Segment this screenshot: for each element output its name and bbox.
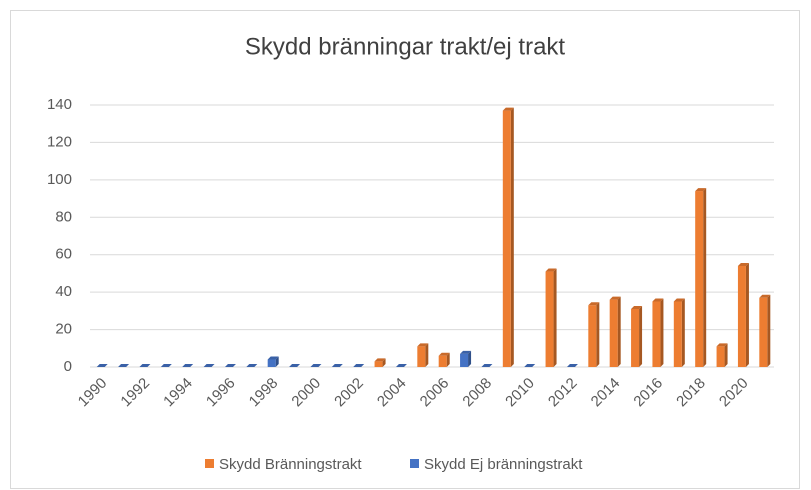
bar-top (545, 268, 557, 272)
bar-top (652, 298, 664, 302)
legend-swatch (205, 459, 214, 468)
bar-top (246, 364, 258, 367)
bar-side (596, 302, 600, 367)
chart-frame (10, 10, 800, 489)
bar (673, 301, 682, 367)
legend-swatch (410, 459, 419, 468)
bar (695, 191, 704, 367)
bar-side (617, 296, 621, 367)
bar-side (275, 356, 279, 367)
bar (417, 346, 426, 367)
bar (609, 299, 618, 367)
bar-top (374, 358, 386, 362)
legend-label: Skydd Ej bränningstrakt (424, 456, 583, 473)
bar-top (118, 364, 130, 367)
bar-top (588, 302, 600, 306)
y-tick-label: 40 (55, 283, 72, 300)
y-tick-label: 140 (47, 96, 72, 113)
y-tick-label: 0 (64, 358, 72, 375)
bar-top (716, 343, 728, 347)
y-tick-label: 100 (47, 171, 72, 188)
bar-top (289, 364, 301, 367)
bar (545, 271, 554, 367)
bar-top (182, 364, 194, 367)
bar-top (759, 294, 771, 298)
bar-top (417, 343, 429, 347)
bar-top (695, 188, 707, 192)
bar-top (737, 262, 749, 266)
bar-top (502, 107, 514, 111)
bar-top (524, 364, 536, 367)
bar-side (468, 350, 472, 367)
bar-side (382, 358, 386, 367)
bar-side (767, 294, 771, 367)
bar-top (224, 364, 236, 367)
bar (438, 355, 447, 367)
bar-side (745, 262, 749, 367)
bar-top (310, 364, 322, 367)
bar-top (96, 364, 108, 367)
bar-top (609, 296, 621, 300)
bar (737, 265, 746, 367)
y-tick-label: 80 (55, 208, 72, 225)
bar-top (438, 352, 450, 356)
bar-side (553, 268, 557, 367)
bar-top (395, 364, 407, 367)
bar-top (160, 364, 172, 367)
bar-top (139, 364, 151, 367)
bar-top (267, 356, 279, 360)
bar (652, 301, 661, 367)
bar (716, 346, 725, 367)
bar-top (331, 364, 343, 367)
bar-top (460, 350, 472, 354)
chart-title: Skydd bränningar trakt/ej trakt (245, 33, 565, 60)
bar (502, 110, 511, 367)
bar-side (703, 188, 707, 367)
bar-top (203, 364, 215, 367)
y-tick-label: 60 (55, 246, 72, 263)
bar-side (425, 343, 429, 367)
bar-top (673, 298, 685, 302)
bar (267, 359, 276, 367)
bar (588, 305, 597, 367)
bar-top (631, 305, 643, 309)
bar-top (353, 364, 365, 367)
legend-label: Skydd Bränningstrakt (219, 456, 362, 473)
bar-top (481, 364, 493, 367)
bar-side (660, 298, 664, 367)
bar (759, 297, 768, 367)
bar (460, 353, 469, 367)
bar-side (639, 305, 643, 367)
y-tick-label: 20 (55, 321, 72, 338)
bar-side (446, 352, 450, 367)
bar-side (681, 298, 685, 367)
bar-side (510, 107, 514, 367)
bar-side (724, 343, 728, 367)
bar-top (566, 364, 578, 367)
bar (631, 308, 640, 367)
y-tick-label: 120 (47, 133, 72, 150)
bar (374, 361, 383, 367)
